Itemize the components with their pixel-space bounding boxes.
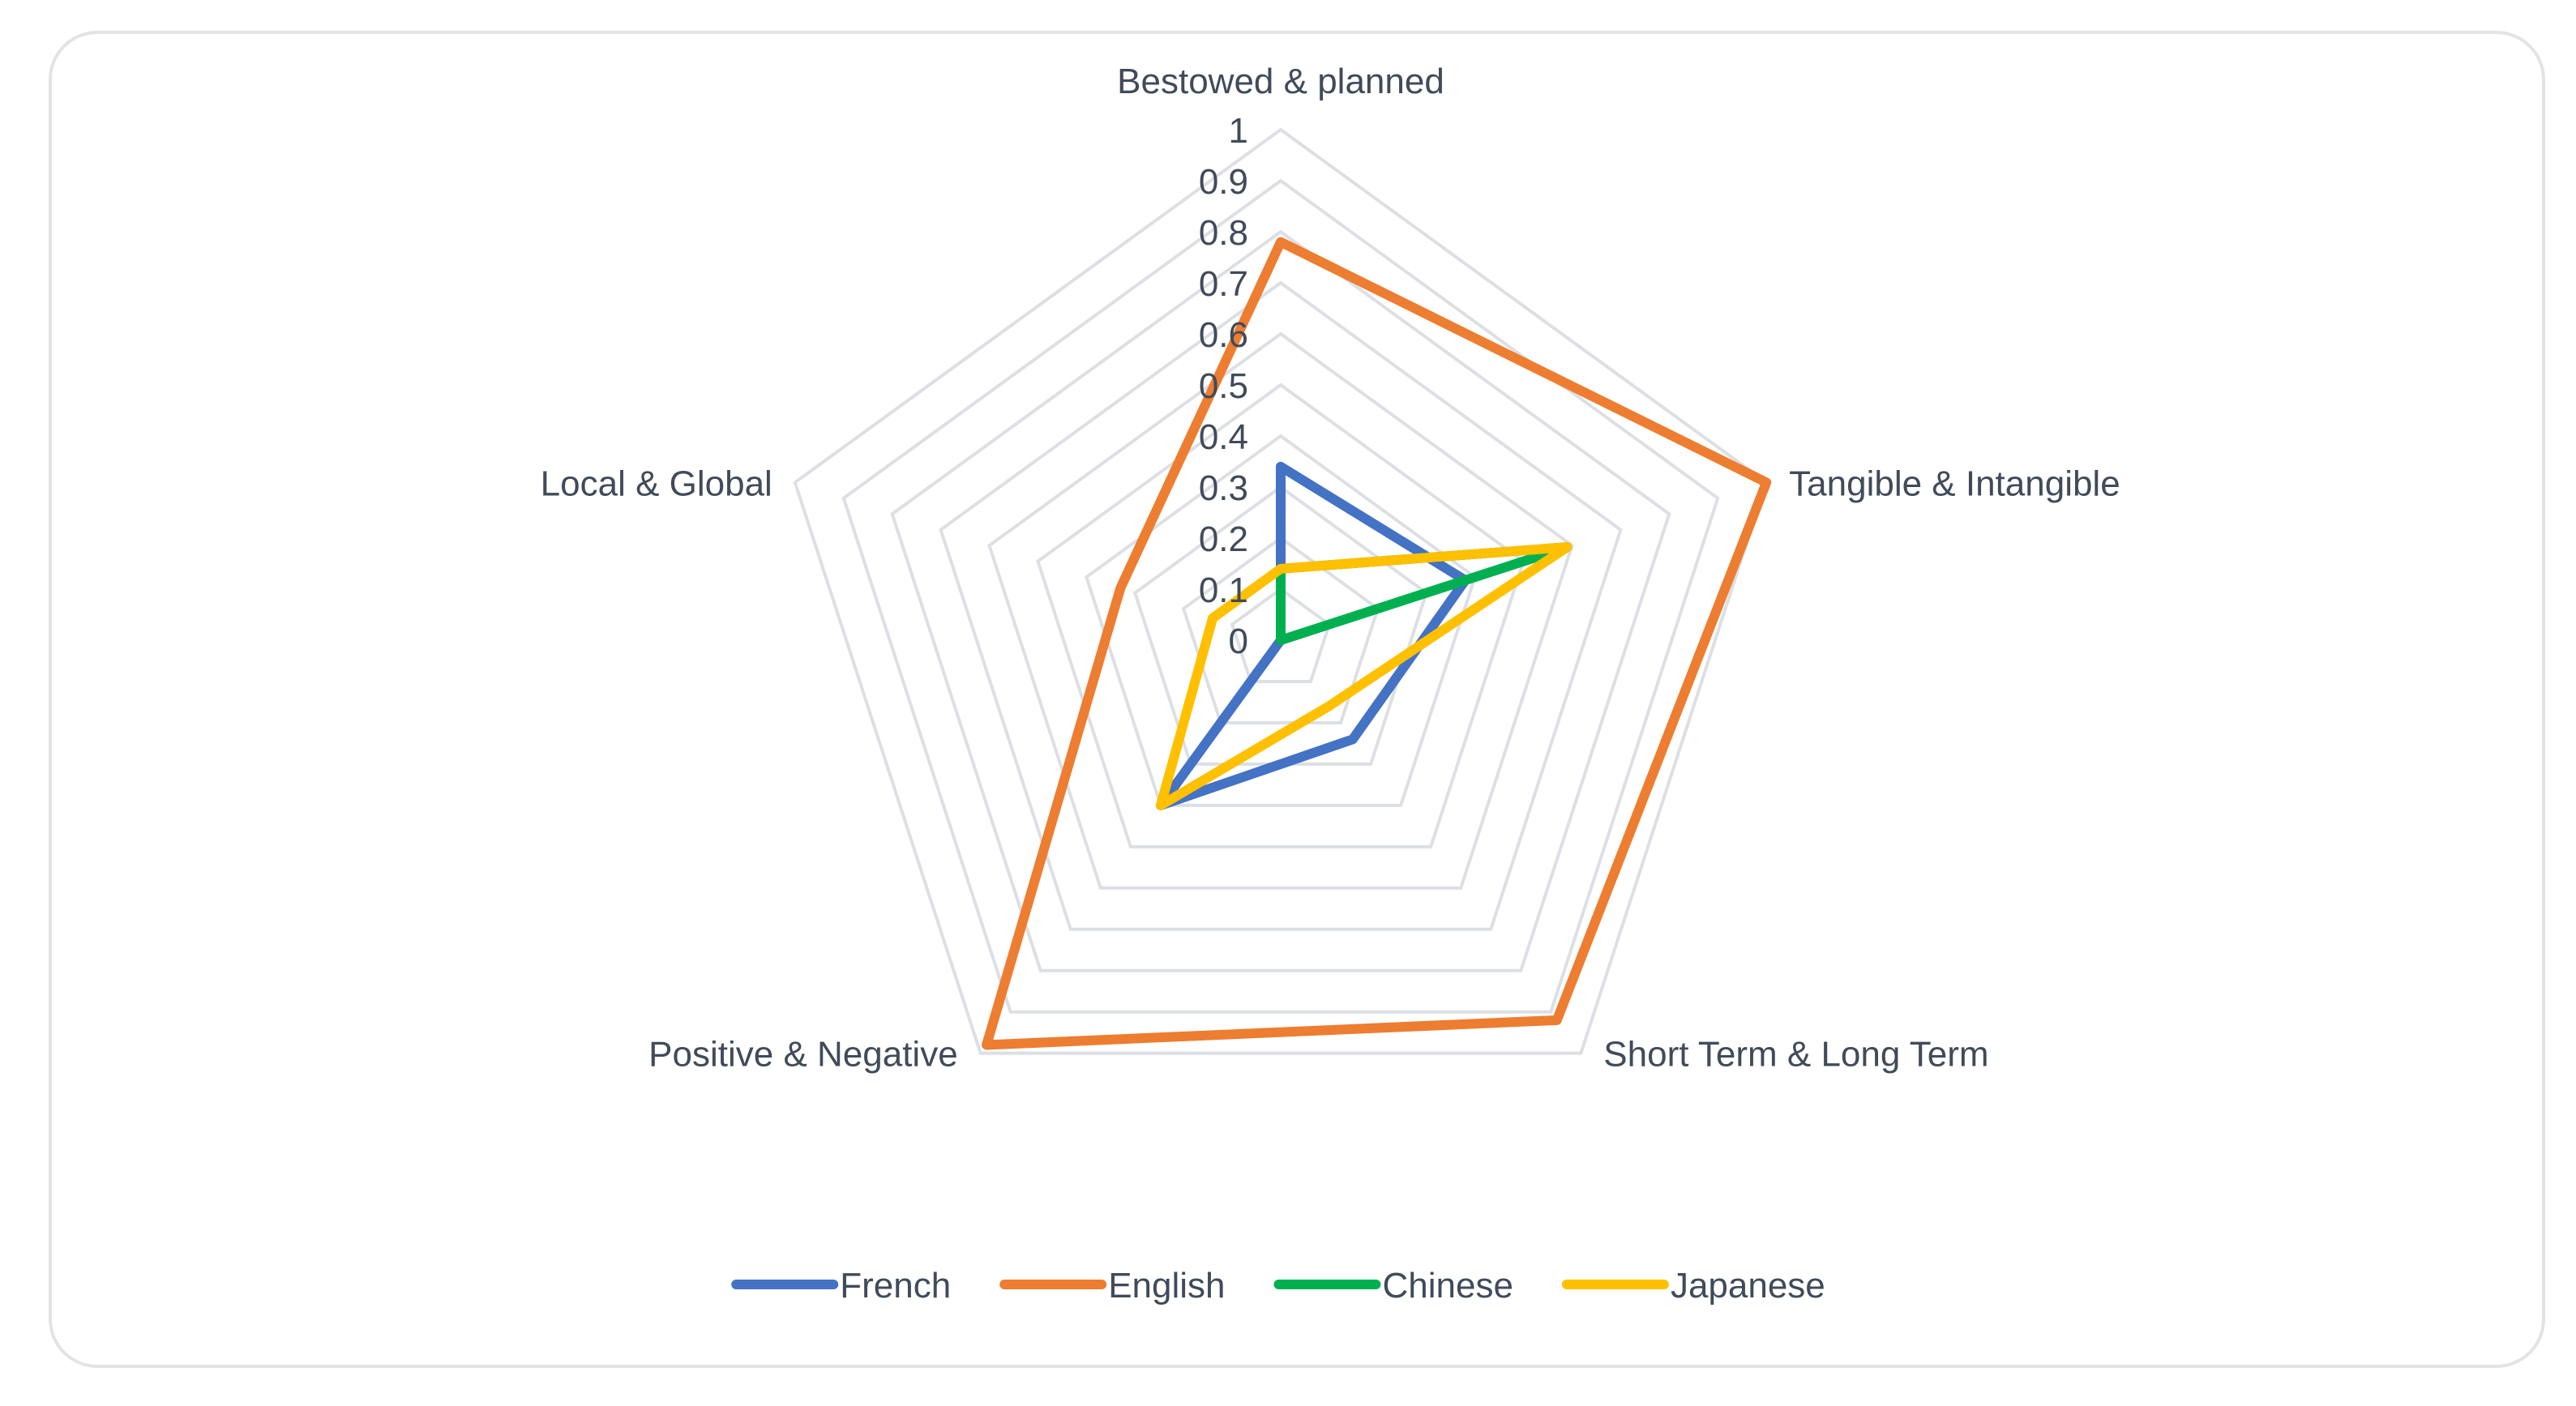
legend-item: Chinese <box>1273 1266 1513 1306</box>
legend-label: Chinese <box>1383 1266 1513 1306</box>
tick-label: 0 <box>1229 622 1248 661</box>
grid-ring <box>1036 382 1525 848</box>
grid-ring <box>939 280 1623 931</box>
tick-label: 0.5 <box>1199 366 1248 406</box>
radial-tick-labels: 0 0.1 0.2 0.3 0.4 0.5 0.6 0.7 0.8 0.9 1 <box>1199 111 1248 661</box>
grid-ring <box>890 229 1671 972</box>
grid-ring <box>1181 536 1380 724</box>
radar-grid <box>793 127 1769 1055</box>
grid-ring <box>793 127 1769 1055</box>
tick-label: 0.9 <box>1199 162 1248 202</box>
tick-label: 0.1 <box>1199 571 1248 610</box>
axis-label: Local & Global <box>541 464 772 503</box>
axis-label: Tangible & Intangible <box>1789 464 2120 503</box>
tick-label: 0.4 <box>1199 417 1248 457</box>
series-japanese-line <box>1155 542 1573 810</box>
tick-label: 0.3 <box>1199 468 1248 508</box>
axis-label: Short Term & Long Term <box>1603 1035 1988 1075</box>
legend: French English Chinese Japanese <box>731 1266 1825 1306</box>
legend-label: French <box>840 1266 951 1306</box>
axis-label: Bestowed & planned <box>1117 62 1444 101</box>
legend-label: Japanese <box>1671 1266 1825 1306</box>
grid-ring <box>841 178 1720 1014</box>
axis-labels: Bestowed & planned Tangible & Intangible S… <box>541 62 2120 1075</box>
tick-label: 1 <box>1229 111 1248 151</box>
legend-item: Japanese <box>1561 1266 1825 1306</box>
grid-ring <box>987 331 1574 890</box>
tick-label: 0.7 <box>1199 264 1248 304</box>
radar-series <box>982 237 1772 1050</box>
legend-item: English <box>999 1266 1226 1306</box>
tick-label: 0.2 <box>1199 519 1248 559</box>
tick-label: 0.6 <box>1199 315 1248 355</box>
tick-label: 0.8 <box>1199 213 1248 253</box>
legend-item: French <box>731 1266 951 1306</box>
axis-label: Positive & Negative <box>648 1035 958 1075</box>
series-english-line <box>982 237 1772 1050</box>
legend-label: English <box>1108 1266 1225 1306</box>
grid-ring <box>1230 587 1332 683</box>
